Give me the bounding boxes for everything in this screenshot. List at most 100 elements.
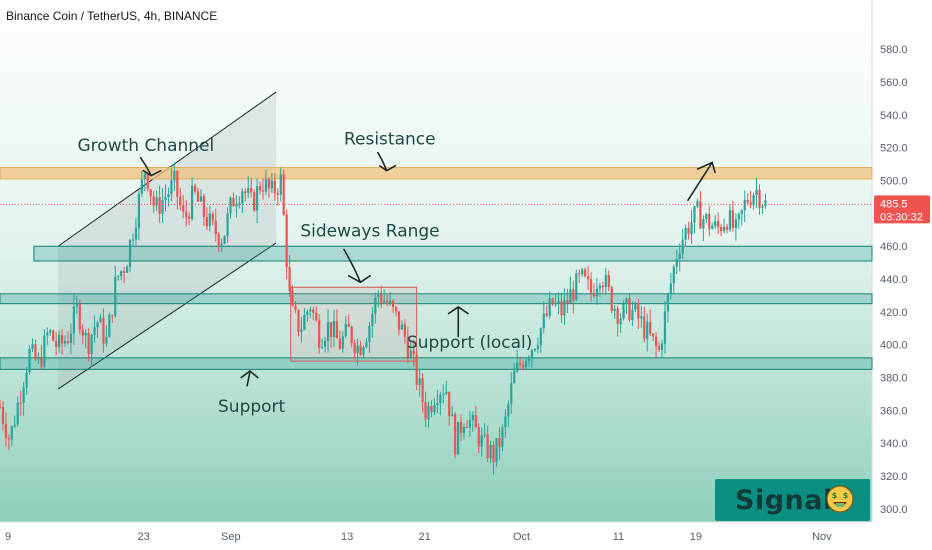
candle-body bbox=[72, 306, 75, 334]
x-tick-label: 21 bbox=[418, 531, 430, 543]
candle-body bbox=[315, 312, 318, 321]
y-tick-label: 300.0 bbox=[880, 504, 908, 516]
candle-body bbox=[137, 193, 140, 229]
candle-body bbox=[625, 298, 628, 303]
candle-body bbox=[22, 387, 25, 404]
candle-body bbox=[714, 221, 717, 227]
candle-body bbox=[318, 320, 321, 348]
candle-body bbox=[374, 297, 377, 314]
candle-body bbox=[182, 205, 185, 212]
candle-body bbox=[708, 214, 711, 229]
candle-body bbox=[335, 321, 339, 339]
candle-body bbox=[533, 349, 537, 351]
annotation-label: Sideways Range bbox=[300, 221, 439, 241]
candle-body bbox=[309, 309, 312, 312]
candle-body bbox=[16, 402, 19, 425]
candle-body bbox=[421, 378, 424, 403]
candle-body bbox=[660, 343, 664, 350]
candle-body bbox=[244, 191, 247, 194]
candle-body bbox=[125, 266, 129, 273]
candle-body bbox=[380, 293, 383, 303]
candle-body bbox=[350, 326, 353, 344]
candle-body bbox=[149, 189, 152, 197]
candle-body bbox=[513, 371, 516, 384]
breakout-arrow bbox=[687, 161, 716, 202]
support-local-arrow bbox=[447, 306, 469, 338]
candle-body bbox=[471, 415, 474, 421]
candle-body bbox=[152, 196, 155, 206]
candle-body bbox=[483, 434, 486, 436]
candle-body bbox=[669, 283, 672, 295]
candle-body bbox=[223, 235, 226, 244]
resistance-arrow bbox=[377, 151, 397, 172]
candle-body bbox=[114, 276, 117, 316]
candle-body bbox=[52, 330, 55, 341]
candle-body bbox=[102, 317, 105, 344]
candle-body bbox=[134, 228, 138, 240]
candle-body bbox=[321, 346, 324, 348]
y-tick-label: 400.0 bbox=[880, 340, 908, 352]
candle-body bbox=[96, 322, 99, 328]
candle-body bbox=[442, 393, 445, 396]
candle-body bbox=[465, 426, 469, 428]
candle-body bbox=[31, 344, 34, 349]
candle-body bbox=[448, 391, 451, 417]
y-tick-label: 560.0 bbox=[880, 77, 908, 89]
candle-body bbox=[229, 197, 232, 214]
candle-body bbox=[657, 346, 661, 350]
money-face-icon: $ $ bbox=[826, 485, 854, 513]
candle-body bbox=[678, 253, 681, 260]
x-tick-label: 13 bbox=[341, 531, 353, 543]
candle-body bbox=[87, 332, 90, 354]
candle-body bbox=[220, 243, 223, 246]
candle-body bbox=[622, 302, 625, 319]
candle-body bbox=[347, 323, 350, 327]
candle-body bbox=[418, 378, 421, 385]
y-tick-label: 420.0 bbox=[880, 307, 908, 319]
time-axis-panel bbox=[0, 522, 932, 550]
candle-body bbox=[247, 188, 250, 194]
candle-body bbox=[297, 309, 300, 332]
candle-body bbox=[696, 201, 699, 207]
candles bbox=[0, 162, 767, 475]
candle-body bbox=[462, 426, 466, 434]
candle-body bbox=[131, 239, 135, 241]
y-tick-label: 440.0 bbox=[880, 274, 908, 286]
candle-body bbox=[176, 171, 179, 197]
candle-body bbox=[261, 190, 265, 192]
candle-body bbox=[356, 345, 359, 354]
candle-body bbox=[397, 311, 401, 330]
candle-body bbox=[205, 217, 208, 227]
candle-body bbox=[226, 213, 229, 236]
last-price-tag bbox=[874, 195, 930, 224]
candle-body bbox=[344, 323, 347, 337]
candle-body bbox=[572, 289, 575, 301]
candle-body bbox=[728, 210, 732, 230]
growth-channel-arrow bbox=[139, 156, 162, 177]
candle-body bbox=[167, 194, 170, 198]
candle-body bbox=[312, 309, 315, 313]
candle-body bbox=[598, 285, 602, 289]
candle-body bbox=[619, 318, 622, 325]
price-axis-panel bbox=[872, 0, 932, 550]
candle-body bbox=[521, 364, 525, 368]
candle-body bbox=[196, 191, 200, 202]
candle-body bbox=[725, 226, 729, 230]
candle-body bbox=[524, 360, 528, 368]
candle-body bbox=[400, 324, 404, 330]
candle-body bbox=[193, 185, 197, 192]
candle-body bbox=[164, 197, 167, 200]
y-tick-label: 320.0 bbox=[880, 471, 908, 483]
candle-body bbox=[445, 391, 448, 394]
candle-body bbox=[7, 438, 10, 440]
y-tick-label: 580.0 bbox=[880, 44, 908, 56]
candle-body bbox=[99, 317, 102, 323]
candle-body bbox=[699, 201, 702, 229]
signal-badge: Signal $ $ bbox=[715, 479, 870, 521]
svg-text:$: $ bbox=[832, 491, 838, 500]
candle-body bbox=[120, 271, 123, 276]
candle-body bbox=[60, 334, 64, 344]
candle-body bbox=[637, 304, 640, 319]
